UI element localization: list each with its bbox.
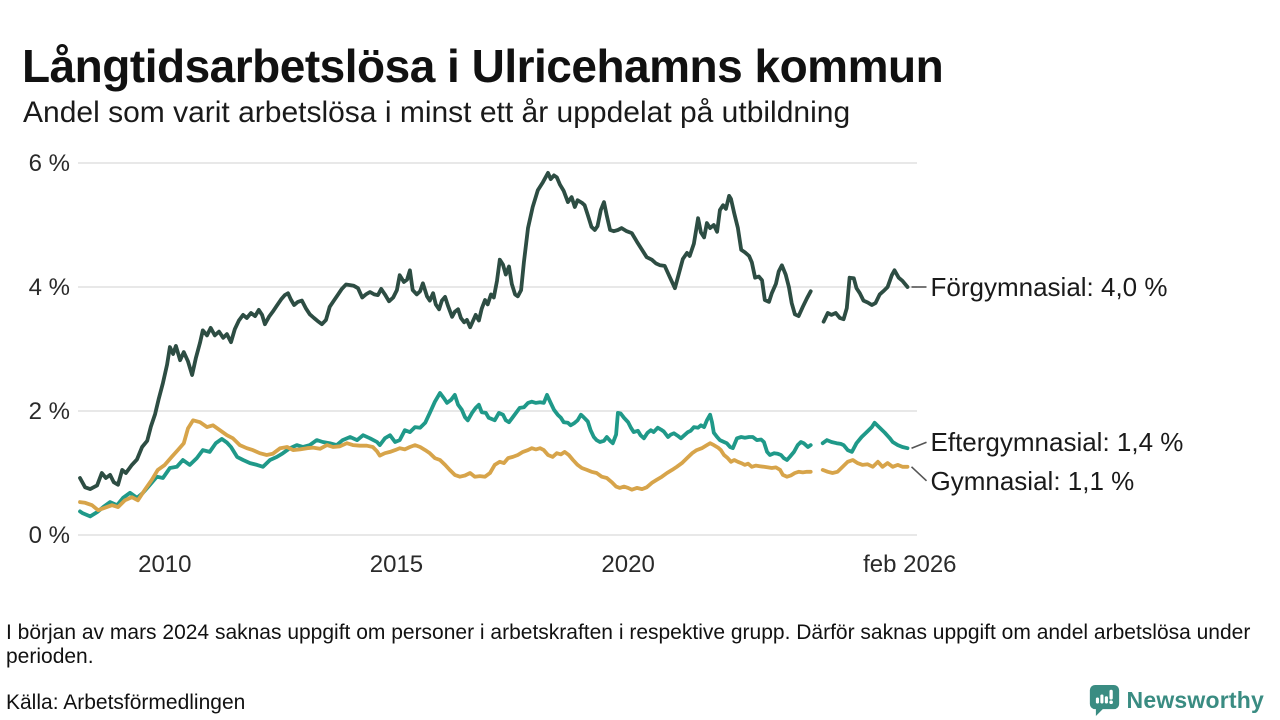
- legend-connector: [911, 441, 927, 449]
- chart-footnote: I början av mars 2024 saknas uppgift om …: [6, 621, 1251, 668]
- newsworthy-logo: Newsworthy: [1089, 684, 1264, 717]
- series-end-label-förgymnasial: Förgymnasial: 4,0 %: [931, 272, 1168, 302]
- x-axis-tick-label: feb 2026: [863, 551, 956, 578]
- page-subtitle: Andel som varit arbetslösa i minst ett å…: [23, 96, 851, 129]
- page-title: Långtidsarbetslösa i Ulricehamns kommun: [22, 39, 944, 92]
- series-line-gymnasial: [820, 458, 910, 475]
- series-end-label-eftergymnasial: Eftergymnasial: 1,4 %: [931, 427, 1184, 457]
- newsworthy-bubble-chart-icon: [1089, 685, 1119, 716]
- series-line-förgymnasial: [821, 268, 910, 324]
- series-line-eftergymnasial: [820, 420, 910, 454]
- series-line-förgymnasial: [78, 171, 813, 492]
- y-axis-tick-label: 2 %: [29, 398, 70, 425]
- series-end-label-gymnasial: Gymnasial: 1,1 %: [931, 466, 1135, 496]
- newsworthy-logo-text: Newsworthy: [1126, 687, 1264, 713]
- y-axis-tick-label: 0 %: [29, 522, 70, 549]
- series-line-eftergymnasial: [78, 391, 813, 519]
- source-note: Källa: Arbetsförmedlingen: [6, 691, 246, 714]
- series-line-gymnasial: [78, 418, 813, 513]
- y-axis-tick-label: 6 %: [29, 150, 70, 177]
- y-axis-tick-label: 4 %: [29, 274, 70, 301]
- x-axis-tick-label: 2020: [601, 551, 654, 578]
- line-chart: 0 % 2 % 4 % 6 % 2010 2015 2020 feb 2026 Förgymna…: [29, 150, 1184, 578]
- legend-connector: [910, 466, 928, 482]
- x-axis-tick-label: 2015: [370, 551, 423, 578]
- x-axis-tick-label: 2010: [138, 551, 191, 578]
